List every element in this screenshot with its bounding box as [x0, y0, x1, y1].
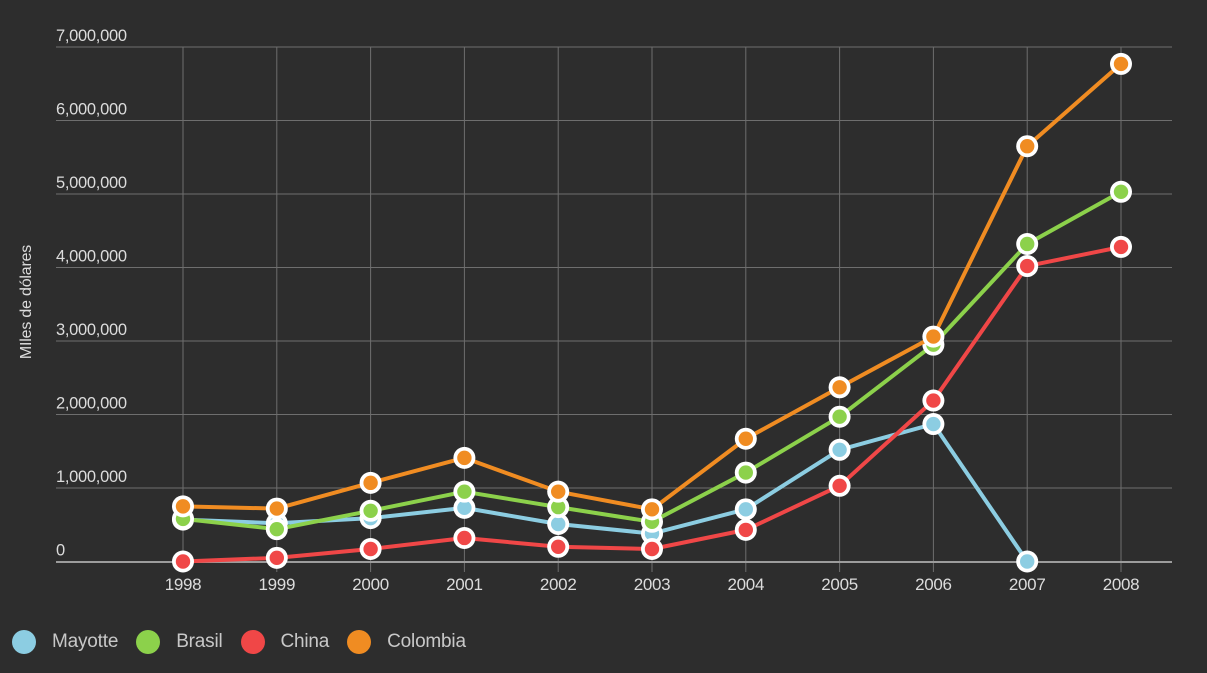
legend-swatch-brasil [136, 630, 161, 654]
brasil-point-2001[interactable] [457, 484, 472, 499]
y-tick-label: 1,000,000 [56, 468, 127, 486]
mayotte-point-2005[interactable] [832, 442, 847, 457]
mayotte-point-2006[interactable] [926, 416, 941, 432]
china-point-2005[interactable] [832, 478, 847, 493]
brasil-point-1999[interactable] [269, 521, 284, 537]
brasil-point-2008[interactable] [1113, 184, 1129, 199]
y-tick-label: 6,000,000 [56, 101, 127, 119]
legend-label-brasil: Brasil [176, 631, 223, 652]
line-chart: 0 1,000,000 2,000,000 3,000,000 4,000,000 5,0… [56, 27, 1172, 594]
y-tick-label: 0 [56, 542, 65, 560]
x-tick-label: 2006 [915, 575, 952, 594]
x-tick-label: 2000 [352, 575, 389, 594]
x-tick-label: 1998 [165, 575, 202, 594]
x-tick-label: 2004 [727, 575, 764, 594]
mayotte-point-2002[interactable] [551, 516, 566, 532]
china-point-2001[interactable] [457, 530, 472, 546]
chart-legend: Mayotte Brasil China Colombia [12, 630, 466, 654]
legend-swatch-china [240, 630, 265, 654]
legend-label-mayotte: Mayotte [52, 631, 119, 652]
legend-label-colombia: Colombia [387, 631, 466, 652]
x-tick-label: 2005 [821, 575, 858, 594]
mayotte-point-2004[interactable] [738, 502, 753, 517]
legend-swatch-mayotte [12, 630, 36, 654]
brasil-point-2002[interactable] [551, 499, 566, 515]
colombia-point-2007[interactable] [1019, 139, 1035, 154]
mayotte-point-2007[interactable] [1019, 554, 1035, 569]
colombia-point-2002[interactable] [551, 484, 566, 499]
colombia-point-1998[interactable] [175, 499, 191, 514]
colombia-point-2006[interactable] [926, 329, 941, 344]
colombia-point-2008[interactable] [1113, 56, 1129, 72]
colombia-point-2005[interactable] [832, 380, 847, 395]
china-point-2003[interactable] [644, 541, 660, 557]
legend-item-colombia[interactable]: Colombia [347, 630, 466, 654]
brasil-point-2000[interactable] [363, 503, 378, 518]
china-point-2007[interactable] [1019, 258, 1035, 274]
mayotte-point-2001[interactable] [457, 500, 472, 516]
china-point-1999[interactable] [269, 550, 284, 566]
colombia-point-2004[interactable] [738, 431, 753, 446]
y-tick-label: 7,000,000 [56, 27, 127, 45]
colombia-point-2000[interactable] [363, 475, 378, 491]
china-point-2008[interactable] [1113, 239, 1129, 255]
x-tick-label: 2008 [1103, 575, 1140, 594]
legend-label-china: China [280, 631, 330, 652]
brasil-point-2005[interactable] [832, 409, 847, 424]
legend-item-china[interactable]: China [240, 630, 330, 654]
brasil-point-2007[interactable] [1019, 236, 1035, 252]
colombia-point-1999[interactable] [269, 501, 284, 516]
colombia-point-2003[interactable] [644, 502, 660, 517]
y-tick-label: 5,000,000 [56, 174, 127, 192]
china-point-2002[interactable] [551, 539, 566, 554]
x-tick-label: 2002 [540, 575, 577, 594]
colombia-point-2001[interactable] [457, 450, 472, 466]
legend-swatch-colombia [347, 630, 372, 654]
x-tick-label: 2007 [1009, 575, 1046, 594]
x-tick-label: 1999 [258, 575, 295, 594]
legend-item-mayotte[interactable]: Mayotte [12, 630, 118, 654]
brasil-point-2004[interactable] [738, 465, 753, 480]
x-tick-label: 2001 [446, 575, 483, 594]
mayotte-line [181, 422, 1030, 564]
y-tick-label: 4,000,000 [56, 248, 127, 266]
x-tick-label: 2003 [634, 575, 671, 594]
y-tick-label: 2,000,000 [56, 395, 127, 413]
y-tick-label: 3,000,000 [56, 321, 127, 339]
china-point-1998[interactable] [175, 554, 191, 569]
china-point-2000[interactable] [363, 541, 378, 557]
legend-item-brasil[interactable]: Brasil [136, 630, 223, 654]
china-point-2006[interactable] [926, 393, 941, 408]
china-point-2004[interactable] [738, 522, 753, 538]
